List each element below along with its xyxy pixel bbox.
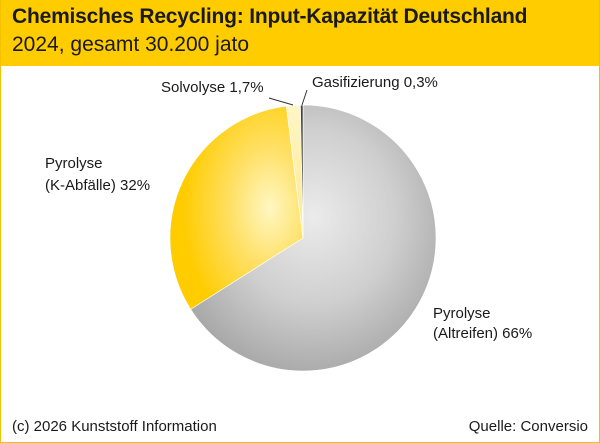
pie-label-pyrolyse-kabfaelle: Pyrolyse (K-Abfälle) 32%: [45, 155, 150, 194]
pie-slice-pyrolyse-kabfaelle: [169, 105, 304, 310]
pie-labels: Pyrolyse (Altreifen) 66% Pyrolyse (K-Abfäll…: [45, 74, 532, 342]
pie-leader-lines: [268, 89, 308, 106]
header-band: Chemisches Recycling: Input-Kapazität De…: [1, 0, 599, 66]
pie-label-pyrolyse-altreifen: Pyrolyse (Altreifen) 66%: [433, 305, 532, 342]
chart-subtitle: 2024, gesamt 30.200 jato: [12, 33, 250, 56]
pie-slice-pyrolyse-altreifen: [190, 104, 437, 372]
pie-slices: [169, 104, 437, 372]
pie-label-solvolyse: Solvolyse 1,7%: [161, 79, 264, 96]
pie-label-gasifizierung: Gasifizierung 0,3%: [312, 74, 438, 91]
source-text: Quelle: Conversio: [468, 418, 588, 435]
leader-line-gasifizierung: [301, 89, 308, 106]
chart-title: Chemisches Recycling: Input-Kapazität De…: [12, 5, 528, 28]
copyright-text: (c) 2026 Kunststoff Information: [12, 418, 217, 435]
leader-line-solvolyse: [268, 97, 294, 106]
pie-slice-gasifizierung: [300, 104, 304, 239]
